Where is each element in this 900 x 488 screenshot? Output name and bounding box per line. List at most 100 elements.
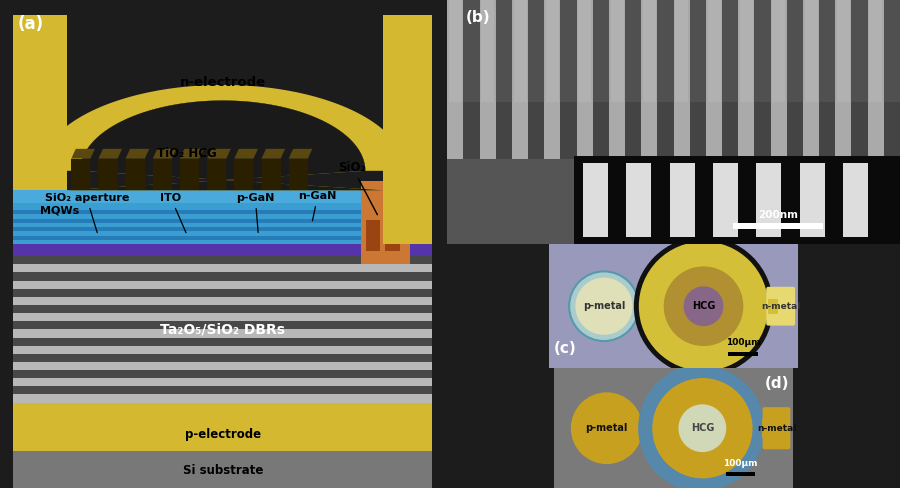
- Bar: [528, 102, 544, 159]
- Bar: [262, 159, 281, 190]
- Bar: [819, 102, 835, 159]
- Text: (a): (a): [18, 15, 44, 33]
- Bar: [544, 0, 561, 102]
- Bar: [496, 102, 512, 159]
- Bar: [577, 0, 593, 102]
- Bar: [868, 0, 884, 102]
- Bar: [738, 102, 754, 159]
- Bar: [14, 210, 361, 214]
- Bar: [514, 0, 526, 102]
- Bar: [180, 159, 199, 190]
- Polygon shape: [98, 149, 122, 159]
- Bar: [464, 102, 480, 159]
- Bar: [366, 220, 381, 251]
- Text: ITO: ITO: [160, 193, 186, 233]
- Bar: [733, 223, 823, 229]
- Bar: [14, 362, 432, 370]
- Bar: [756, 163, 781, 237]
- Bar: [385, 220, 400, 251]
- Bar: [14, 321, 432, 329]
- Text: p-metal: p-metal: [583, 301, 626, 311]
- Bar: [754, 0, 770, 102]
- Bar: [787, 0, 803, 102]
- Polygon shape: [262, 149, 285, 159]
- Bar: [14, 329, 432, 338]
- Circle shape: [684, 286, 724, 326]
- Bar: [762, 419, 774, 438]
- Circle shape: [663, 266, 743, 346]
- Bar: [14, 313, 432, 321]
- Bar: [835, 0, 851, 102]
- Bar: [512, 102, 528, 159]
- Text: 100μm: 100μm: [724, 459, 758, 468]
- Bar: [14, 305, 432, 313]
- Polygon shape: [180, 149, 203, 159]
- Bar: [884, 0, 900, 102]
- Bar: [14, 346, 432, 354]
- Bar: [707, 0, 721, 102]
- Circle shape: [640, 366, 764, 488]
- FancyBboxPatch shape: [762, 407, 790, 449]
- Text: HCG: HCG: [692, 301, 716, 311]
- Bar: [512, 0, 528, 102]
- Bar: [480, 102, 496, 159]
- Bar: [726, 472, 755, 476]
- Bar: [207, 159, 226, 190]
- Bar: [577, 102, 593, 159]
- Bar: [713, 163, 738, 237]
- Polygon shape: [40, 85, 405, 171]
- Text: SiO₂ aperture: SiO₂ aperture: [45, 193, 129, 233]
- Polygon shape: [234, 149, 258, 159]
- Bar: [71, 159, 90, 190]
- Bar: [722, 102, 738, 159]
- Bar: [14, 386, 432, 394]
- Bar: [447, 0, 464, 102]
- Bar: [98, 159, 118, 190]
- Polygon shape: [207, 149, 230, 159]
- Bar: [835, 102, 851, 159]
- Bar: [14, 272, 432, 281]
- Text: p-GaN: p-GaN: [236, 193, 274, 232]
- Text: (c): (c): [554, 341, 577, 356]
- Text: p-metal: p-metal: [586, 423, 628, 433]
- Bar: [851, 102, 868, 159]
- Text: SiO₂: SiO₂: [338, 161, 377, 215]
- Text: (d): (d): [764, 376, 789, 390]
- Bar: [728, 351, 759, 356]
- Bar: [837, 0, 850, 102]
- Bar: [234, 159, 254, 190]
- Bar: [544, 102, 561, 159]
- Bar: [496, 0, 512, 102]
- Polygon shape: [67, 101, 383, 190]
- Bar: [593, 0, 609, 102]
- Bar: [561, 102, 577, 159]
- Circle shape: [575, 278, 633, 335]
- Bar: [805, 0, 817, 102]
- Bar: [642, 102, 658, 159]
- Bar: [673, 0, 689, 102]
- Bar: [689, 0, 706, 102]
- Bar: [869, 0, 882, 102]
- Bar: [626, 0, 642, 102]
- Polygon shape: [67, 101, 383, 190]
- Bar: [583, 163, 608, 237]
- Circle shape: [652, 378, 752, 478]
- Circle shape: [634, 237, 773, 376]
- Text: Si substrate: Si substrate: [183, 465, 263, 477]
- Bar: [14, 190, 361, 203]
- Bar: [449, 0, 462, 102]
- Bar: [706, 102, 722, 159]
- Bar: [642, 0, 658, 102]
- Bar: [673, 102, 689, 159]
- Bar: [561, 0, 577, 102]
- Bar: [14, 236, 361, 240]
- Text: 200nm: 200nm: [758, 210, 797, 220]
- Bar: [769, 299, 778, 314]
- Bar: [609, 0, 626, 102]
- Bar: [689, 102, 706, 159]
- Bar: [14, 370, 432, 378]
- Bar: [670, 163, 695, 237]
- Bar: [153, 159, 172, 190]
- Bar: [14, 394, 432, 403]
- Bar: [361, 181, 410, 264]
